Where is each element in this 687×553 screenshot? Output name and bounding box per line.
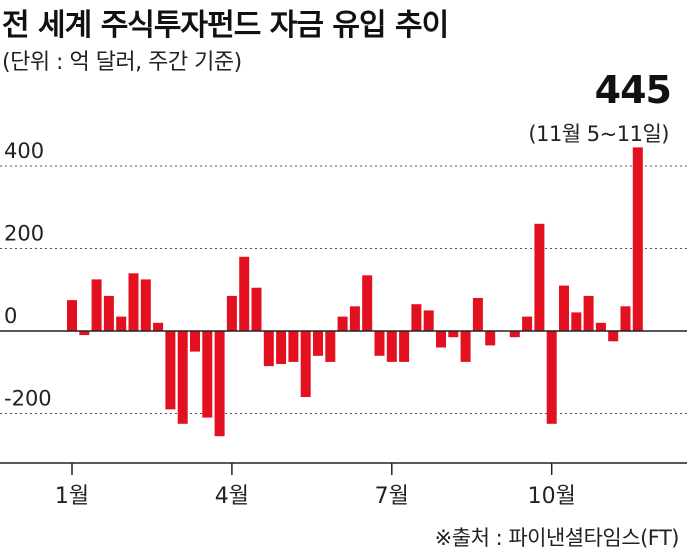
bar-41 <box>559 285 569 331</box>
bar-2 <box>79 331 90 336</box>
y-tick-label-400: 400 <box>4 139 44 163</box>
bar-11 <box>190 331 200 352</box>
bar-32 <box>448 331 459 338</box>
x-tick-label-4: 10월 <box>528 484 576 509</box>
bar-37 <box>509 331 520 338</box>
bar-5 <box>116 316 127 331</box>
bar-4 <box>103 295 114 331</box>
bar-29 <box>411 304 422 331</box>
bar-28 <box>399 331 410 362</box>
bar-23 <box>337 316 348 331</box>
y-tick-labels: 400 200 0 -200 <box>4 139 52 411</box>
bar-20 <box>300 331 311 397</box>
bar-18 <box>276 331 287 364</box>
bar-8 <box>153 322 164 332</box>
bar-34 <box>472 298 483 331</box>
y-tick-label-200: 200 <box>4 222 44 246</box>
chart-title: 전 세계 주식투자펀드 자금 유입 추이 <box>2 8 449 43</box>
source-note: ※출처 : 파이낸셜타임스(FT) <box>434 526 680 550</box>
x-tick-label-2: 4월 <box>215 484 249 509</box>
x-tick-label-1: 1월 <box>55 484 89 509</box>
bar-25 <box>362 275 373 331</box>
bar-13 <box>214 331 225 437</box>
bars <box>67 147 643 437</box>
bar-24 <box>349 306 360 332</box>
y-tick-label--200: -200 <box>4 387 52 411</box>
bar-19 <box>288 331 299 362</box>
bar-10 <box>177 331 188 424</box>
bar-14 <box>226 295 237 331</box>
bar-26 <box>374 331 385 356</box>
x-tick-labels: 1월 4월 7월 10월 <box>55 484 576 509</box>
unit-note: (단위 : 억 달러, 주간 기준) <box>2 50 242 75</box>
bar-42 <box>571 312 582 331</box>
bar-3 <box>91 279 102 331</box>
bar-15 <box>239 256 250 332</box>
bar-30 <box>423 310 434 331</box>
bar-45 <box>608 331 619 342</box>
bar-1 <box>67 300 77 331</box>
bar-7 <box>140 279 151 331</box>
bar-6 <box>128 273 139 332</box>
latest-date-callout: (11월 5~11일) <box>528 122 669 146</box>
bar-31 <box>436 331 446 348</box>
bar-33 <box>460 331 471 362</box>
latest-value-callout: 445 <box>594 68 672 112</box>
gridlines <box>0 165 687 414</box>
bar-40 <box>546 331 557 424</box>
bar-35 <box>485 331 496 346</box>
bar-12 <box>202 331 213 418</box>
bar-43 <box>583 295 594 331</box>
bar-27 <box>386 331 397 362</box>
bar-39 <box>534 223 545 332</box>
bar-47 <box>632 147 643 331</box>
bar-21 <box>313 331 323 356</box>
bar-9 <box>165 331 176 410</box>
bar-38 <box>522 316 533 331</box>
bar-44 <box>595 322 606 332</box>
y-tick-label-0: 0 <box>4 304 17 328</box>
axes <box>0 330 687 475</box>
bar-17 <box>263 331 274 367</box>
x-tick-label-3: 7월 <box>375 484 409 509</box>
bar-46 <box>620 306 631 332</box>
bar-16 <box>251 287 262 331</box>
bar-22 <box>325 331 336 362</box>
